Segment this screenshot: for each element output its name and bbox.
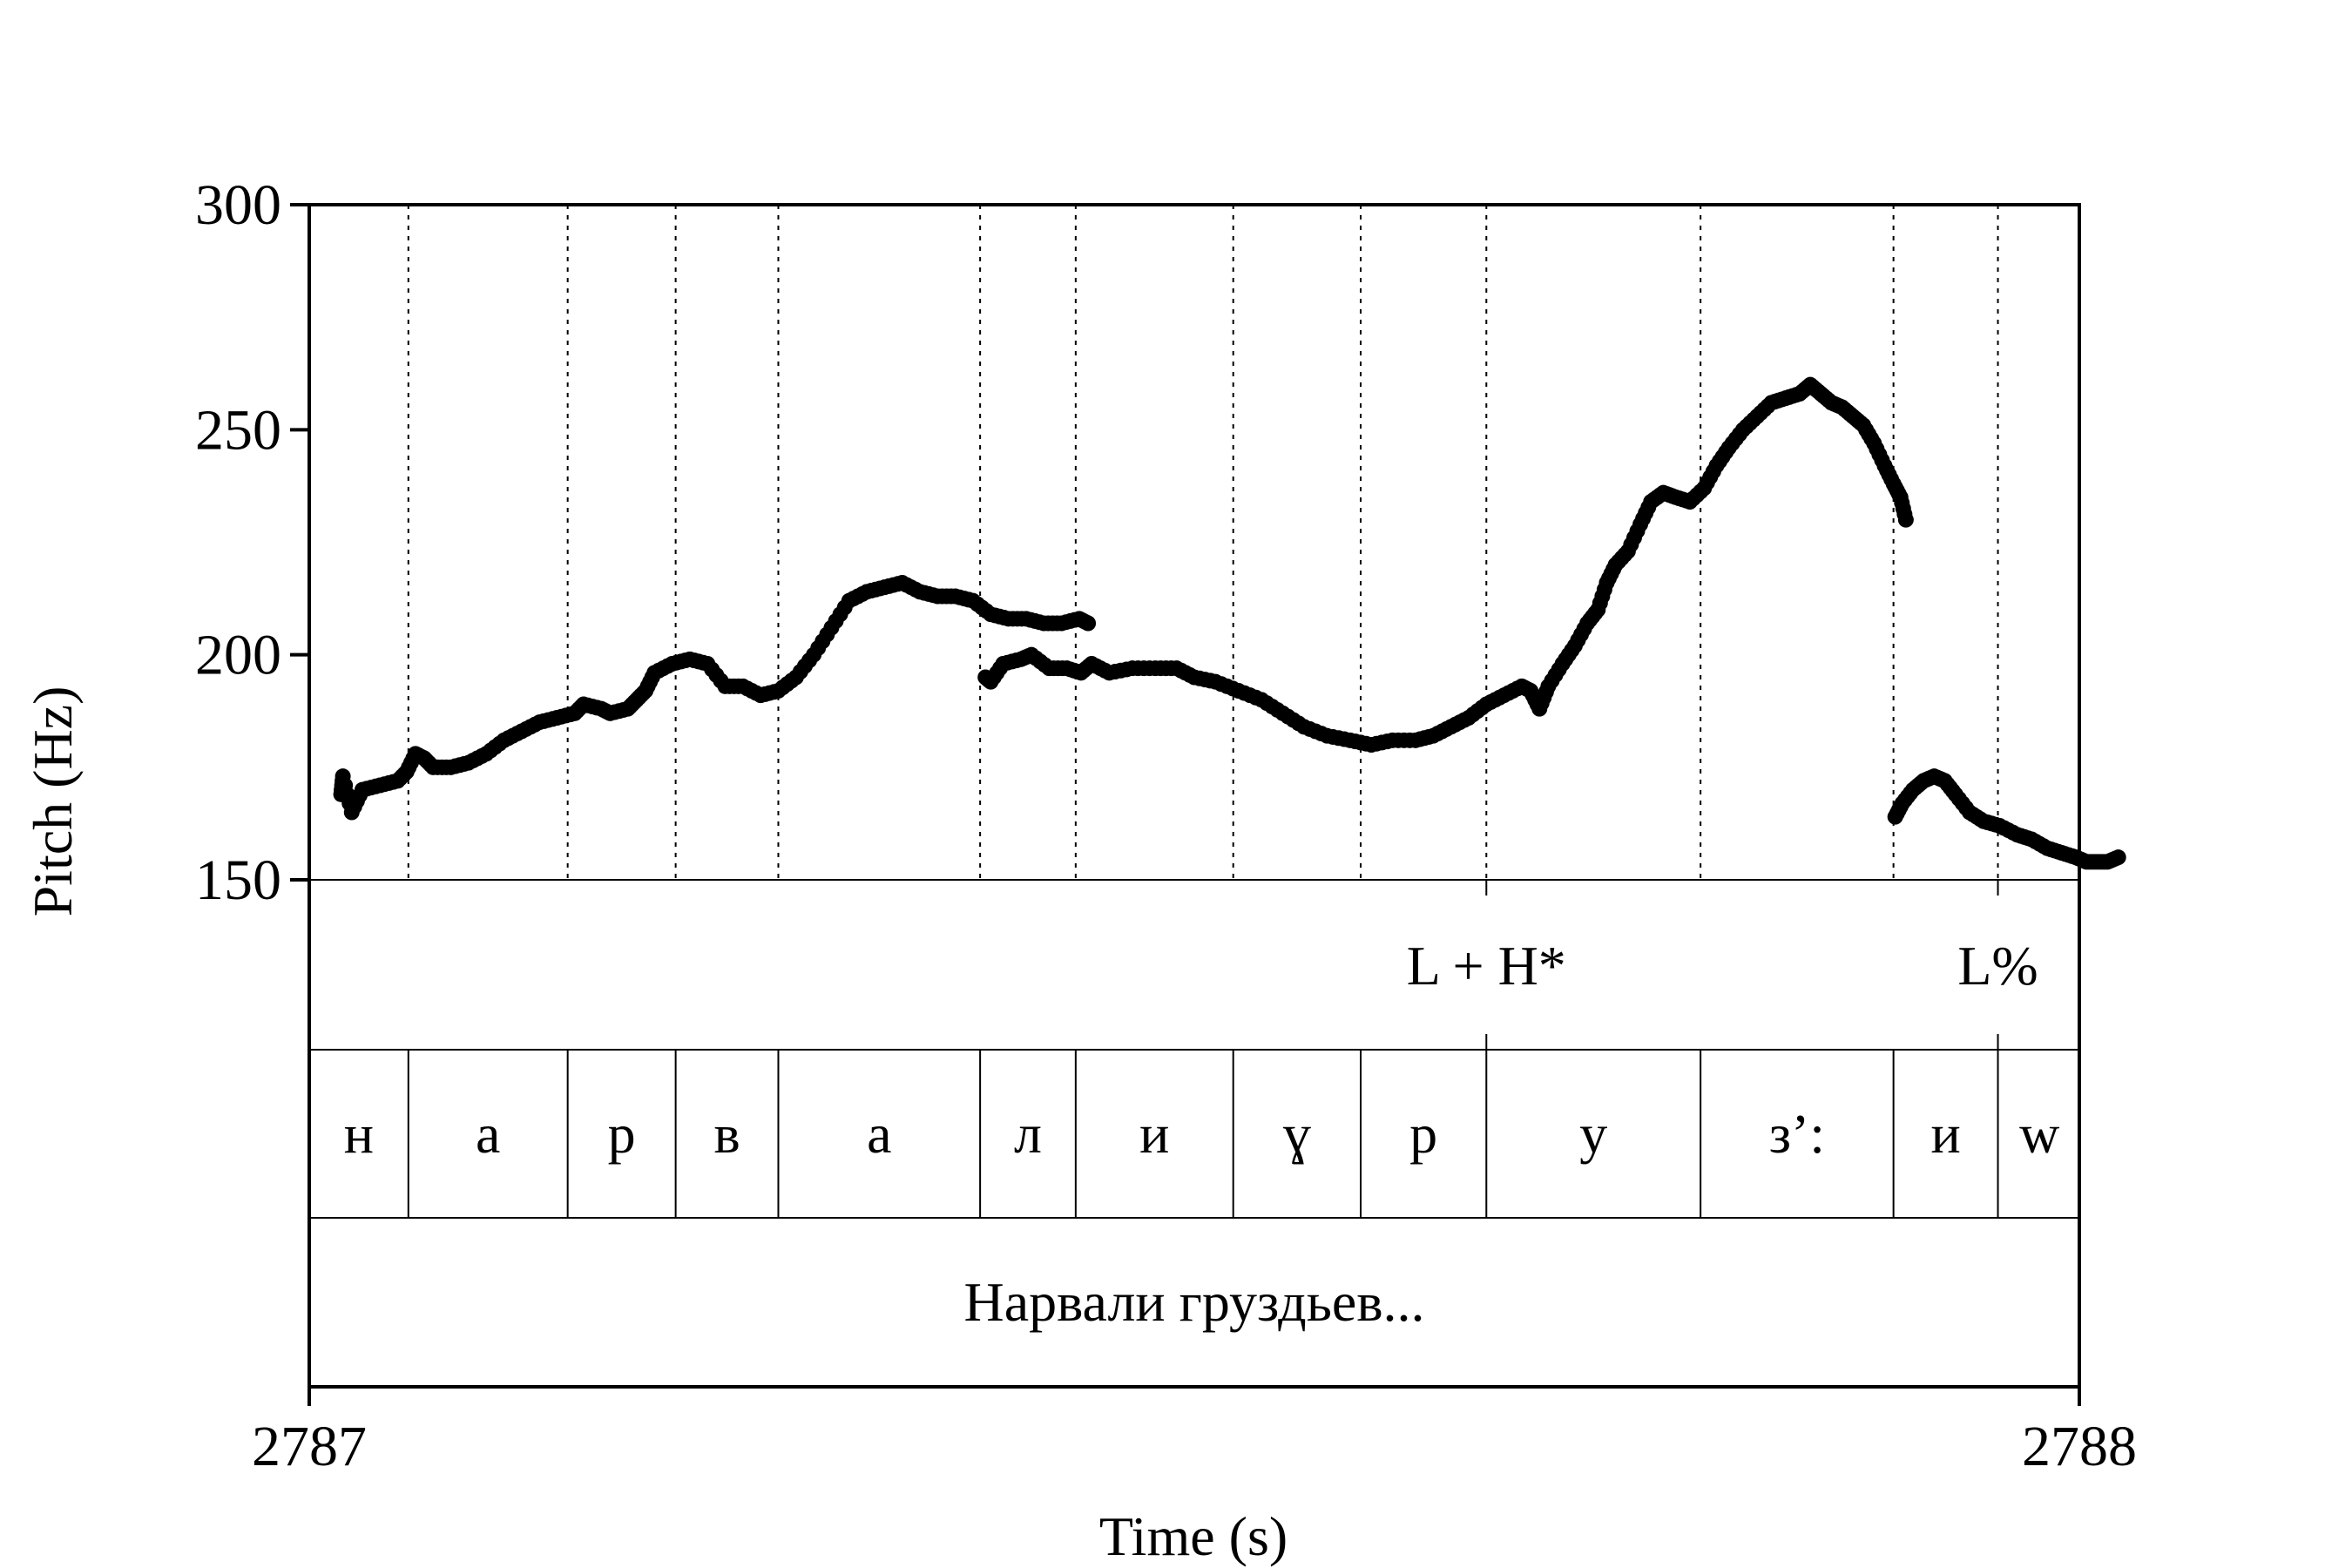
boundary-lines	[407, 205, 1999, 1218]
tone-label: L%	[1957, 935, 2038, 997]
segment-label: н	[344, 1103, 374, 1165]
y-tick-label: 300	[195, 173, 281, 237]
segment-label: з’:	[1769, 1103, 1825, 1165]
pitch-point	[1080, 615, 1097, 632]
pitch-point	[2110, 849, 2126, 866]
x-axis: 2787 2788	[252, 1387, 2137, 1478]
phrase-label: Нарвали груздьев...	[963, 1271, 1424, 1333]
y-tick-label: 200	[195, 624, 281, 687]
x-axis-label: Time (s)	[1099, 1505, 1288, 1567]
pitch-point	[1897, 511, 1914, 528]
tone-label: L + H*	[1407, 935, 1566, 997]
segment-label: у	[1579, 1103, 1607, 1165]
pitch-track	[333, 376, 2126, 870]
x-tick-label: 2787	[252, 1415, 367, 1478]
segment-label: а	[867, 1103, 891, 1165]
segment-label: р	[1409, 1103, 1437, 1165]
x-tick-label: 2788	[2022, 1415, 2137, 1478]
segment-label: ɣ	[1283, 1103, 1311, 1165]
segment-label: л	[1014, 1103, 1042, 1165]
y-axis-label: Pitch (Hz)	[22, 686, 84, 917]
segment-label: и	[1930, 1103, 1960, 1165]
segment-label: р	[608, 1103, 636, 1165]
segment-label: а	[476, 1103, 500, 1165]
segment-label: и	[1139, 1103, 1169, 1165]
y-axis: 150 200 250 300	[195, 173, 309, 912]
plot-frame	[308, 203, 2081, 1389]
y-tick-label: 250	[195, 398, 281, 462]
segment-label: w	[2019, 1103, 2059, 1165]
segment-label: в	[713, 1103, 740, 1165]
y-tick-label: 150	[195, 848, 281, 912]
outer-frame	[308, 203, 2081, 1389]
